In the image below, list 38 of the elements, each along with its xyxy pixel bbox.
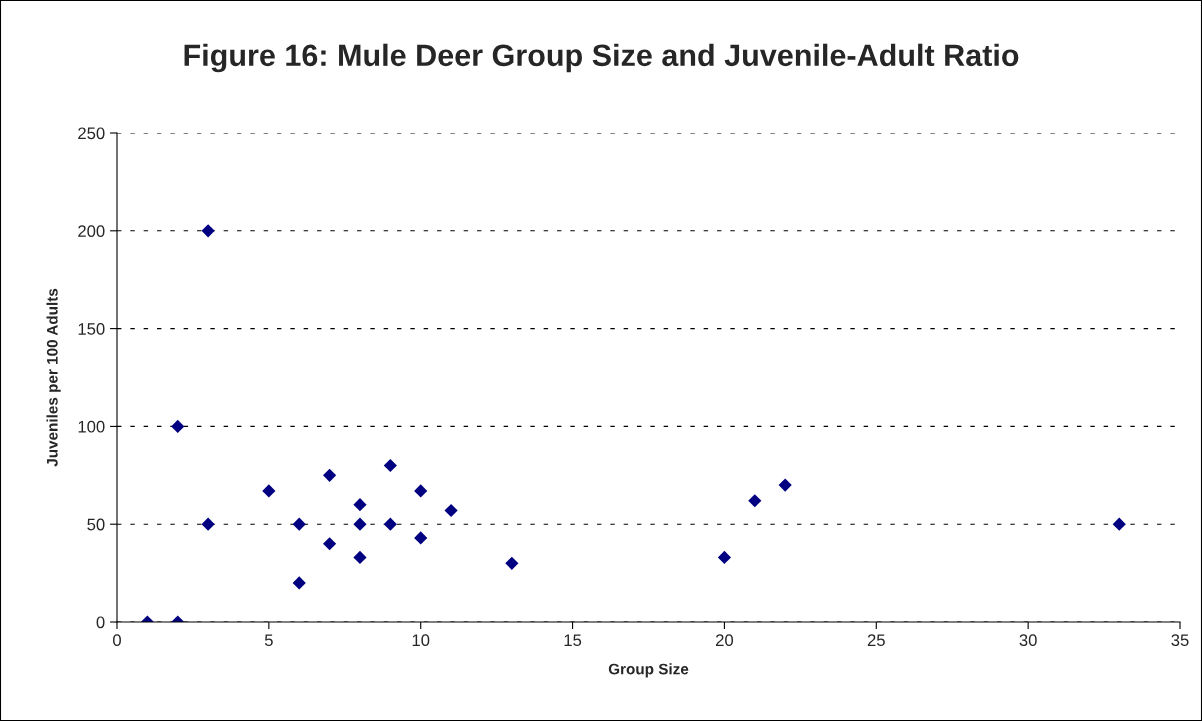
point [323, 537, 337, 551]
point [353, 550, 367, 565]
point [414, 531, 428, 545]
point [505, 556, 519, 570]
x-tick-label: 5 [264, 634, 273, 647]
x-tick-label: 35 [1171, 634, 1189, 647]
point [444, 503, 458, 518]
y-axis-title: Juveniles per 100 Adults [46, 288, 61, 467]
point [292, 576, 306, 590]
y-tick-label: 250 [78, 127, 105, 140]
x-tick-label: 0 [113, 634, 121, 647]
x-tick-label: 10 [412, 634, 430, 647]
point [292, 517, 306, 531]
x-tick-label: 25 [867, 634, 885, 647]
x-tick-label: 30 [1019, 634, 1037, 647]
point [383, 517, 397, 531]
point [201, 224, 215, 238]
point [171, 419, 185, 433]
point [353, 498, 367, 512]
y-tick-label: 100 [78, 420, 105, 433]
y-tick-label: 0 [96, 616, 105, 629]
point [353, 517, 367, 531]
y-tick-label: 150 [78, 323, 105, 335]
point [323, 468, 337, 482]
point [778, 478, 792, 492]
point [1112, 517, 1126, 531]
y-tick-label: 200 [78, 225, 105, 237]
point [717, 550, 732, 565]
x-axis-title: Group Size [608, 663, 689, 678]
point [414, 484, 428, 498]
point [748, 494, 762, 508]
y-tick-label: 50 [87, 518, 105, 531]
x-tick-label: 15 [564, 634, 582, 647]
chart-title: Figure 16: Mule Deer Group Size and Juvenile-Adult Ratio [184, 43, 1019, 73]
point [383, 458, 397, 473]
point [262, 484, 276, 498]
point [201, 517, 215, 531]
x-tick-label: 20 [716, 634, 734, 647]
